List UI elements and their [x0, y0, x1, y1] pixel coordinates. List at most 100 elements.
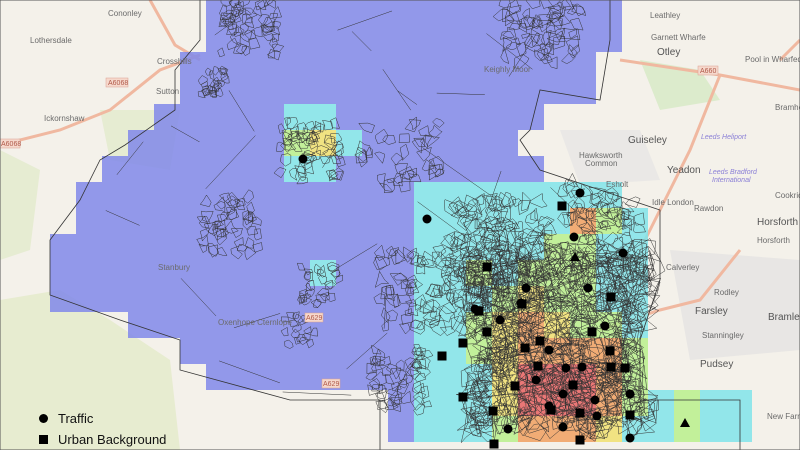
heatmap-cell [362, 78, 388, 104]
ward-boundary [604, 387, 620, 408]
ward-boundary [458, 317, 486, 337]
ward-boundary [525, 305, 558, 318]
ward-boundary [484, 345, 506, 365]
ward-boundary [498, 246, 518, 269]
heatmap-cell [232, 26, 258, 52]
ward-boundary [618, 214, 633, 227]
ward-boundary [230, 7, 242, 18]
ward-boundary [571, 3, 587, 16]
ward-boundary [514, 252, 527, 269]
ward-boundary [287, 131, 302, 142]
ward-boundary [585, 291, 605, 323]
urban-background-station-marker [489, 439, 499, 449]
urban-background-station-marker [517, 299, 527, 309]
ward-boundary [488, 250, 518, 271]
ward-boundary [639, 397, 656, 420]
ward-boundary [478, 217, 494, 230]
heatmap-cell [674, 416, 700, 442]
ward-boundary [237, 8, 253, 16]
ward-boundary [634, 364, 648, 391]
ward-boundary [612, 379, 638, 394]
heatmap-cell [388, 78, 414, 104]
ward-boundary [559, 327, 586, 342]
ward-boundary [617, 309, 635, 325]
ward-boundary [282, 131, 293, 147]
traffic-station-marker [575, 188, 585, 198]
ward-boundary [280, 326, 289, 337]
ward-boundary [562, 213, 573, 226]
ward-boundary [428, 158, 437, 176]
ward-boundary [490, 230, 507, 242]
ward-boundary [390, 397, 403, 408]
place-label: Otley [657, 47, 680, 58]
traffic-station-marker [521, 283, 531, 293]
ward-boundary [375, 399, 390, 414]
ward-boundary [628, 386, 644, 413]
ward-boundary [497, 216, 504, 230]
ward-boundary [305, 132, 317, 142]
ward-boundary [571, 44, 580, 57]
ward-boundary [405, 363, 419, 377]
ward-boundary [566, 211, 577, 226]
heatmap-cell [154, 156, 180, 182]
ward-boundary [424, 300, 441, 313]
ward-boundary [469, 226, 486, 246]
ward-boundary [421, 400, 432, 408]
ward-boundary [546, 328, 573, 344]
ward-boundary [418, 125, 430, 136]
ward-boundary [624, 238, 656, 258]
heatmap-cell [362, 182, 388, 208]
ward-boundary [428, 156, 444, 171]
ward-boundary [565, 181, 582, 199]
ward-boundary [516, 16, 532, 29]
ward-boundary [245, 237, 255, 249]
ward-boundary [493, 306, 508, 328]
ward-boundary [295, 161, 305, 175]
ward-boundary [483, 406, 501, 431]
heatmap-cell [258, 104, 284, 130]
ward-boundary [539, 294, 550, 309]
heatmap-cell [362, 312, 388, 338]
ward-boundary [543, 43, 555, 55]
urban-background-station-marker [557, 201, 567, 211]
ward-boundary [509, 322, 538, 344]
ward-boundary [371, 361, 383, 372]
ward-boundary [515, 41, 527, 57]
ward-boundary [477, 364, 492, 389]
road-shield [105, 77, 129, 88]
place-label: Pudsey [700, 359, 733, 370]
ward-boundary [633, 250, 655, 272]
ward-boundary [393, 173, 403, 184]
ward-boundary [227, 27, 240, 37]
place-label: Lothersdale [30, 36, 72, 45]
ward-boundary [590, 205, 602, 218]
ward-boundary [523, 389, 543, 409]
ward-boundary [530, 207, 539, 222]
ward-boundary [635, 405, 657, 432]
ward-boundary [419, 355, 431, 369]
ward-boundary [453, 297, 465, 311]
ward-boundary [487, 288, 500, 308]
ward-boundary [413, 343, 425, 356]
ward-boundary [406, 247, 417, 260]
heatmap-cell [284, 234, 310, 260]
ward-boundary [614, 280, 626, 290]
ward-boundary [200, 87, 210, 96]
road-a6068 [0, 53, 201, 147]
place-label: International [712, 177, 751, 184]
heatmap-cell [50, 286, 76, 312]
ward-boundary [516, 385, 534, 405]
heatmap-cell [232, 104, 258, 130]
ward-boundary [467, 282, 483, 295]
ward-boundary [428, 314, 442, 327]
ward-boundary [612, 212, 626, 229]
ward-boundary [316, 264, 326, 278]
ward-boundary [303, 326, 312, 335]
ward-boundary [472, 290, 492, 301]
ward-boundary [204, 67, 212, 76]
heatmap-cell [102, 234, 128, 260]
heatmap-cell [284, 260, 310, 286]
heatmap-cell [336, 130, 362, 156]
ward-boundary [393, 272, 409, 281]
